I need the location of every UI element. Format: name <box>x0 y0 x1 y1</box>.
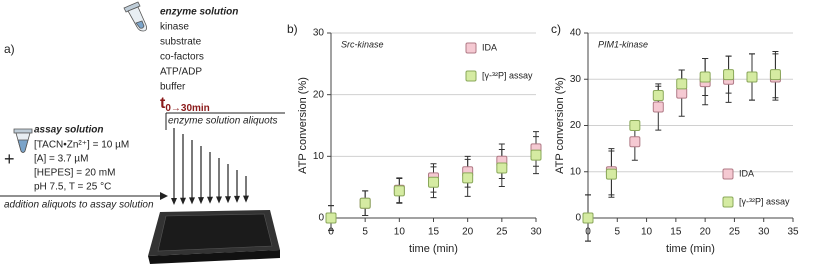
data-point <box>652 101 664 113</box>
enzyme-item: kinase <box>160 22 189 33</box>
legend-label: [γ-³²P] assay <box>739 196 790 206</box>
arrow-head <box>189 197 195 205</box>
data-point <box>496 162 508 174</box>
x-axis-label: time (min) <box>666 243 715 255</box>
panel-label: a) <box>4 42 15 56</box>
legend-swatch <box>465 42 477 54</box>
x-tick-label: 10 <box>641 227 653 238</box>
legend-swatch <box>465 70 477 82</box>
time-symbol: t <box>160 95 166 112</box>
x-tick-label: 25 <box>729 227 741 238</box>
arrow-head <box>171 198 177 205</box>
data-point <box>769 69 781 81</box>
y-tick-label: 0 <box>575 213 581 224</box>
data-point <box>723 69 735 81</box>
data-point <box>393 185 405 197</box>
enzyme-item: co-factors <box>160 52 204 63</box>
legend-label: IDA <box>482 42 497 52</box>
y-tick-label: 20 <box>313 89 325 100</box>
arrow-head <box>180 197 186 205</box>
assay-title: assay solution <box>34 125 103 136</box>
data-point <box>530 149 542 161</box>
y-tick-label: 30 <box>313 28 325 39</box>
arrow-head <box>207 196 213 204</box>
data-point <box>325 212 337 224</box>
tube-icon <box>13 128 33 153</box>
legend-label: [γ-³²P] assay <box>482 70 533 80</box>
x-tick-label: 10 <box>394 227 406 238</box>
arrow-head <box>198 197 204 205</box>
y-axis-label: ATP conversion (%) <box>297 77 309 174</box>
x-tick-label: 0 <box>328 227 334 238</box>
data-point <box>629 120 641 131</box>
assay-item: [HEPES] = 20 mM <box>34 168 115 179</box>
enzyme-title: enzyme solution <box>160 7 238 18</box>
plus-sign: + <box>4 149 15 169</box>
well-plate <box>148 210 280 264</box>
arrow-head <box>225 196 231 204</box>
x-tick-label: 25 <box>496 227 508 238</box>
enzyme-item: substrate <box>160 37 202 48</box>
x-tick-label: 30 <box>758 227 770 238</box>
y-tick-label: 0 <box>318 213 324 224</box>
arrow-head <box>160 192 168 200</box>
y-tick-label: 30 <box>570 74 582 85</box>
data-point <box>462 172 474 184</box>
y-tick-label: 10 <box>313 151 325 162</box>
aliquot-arrows <box>171 128 249 205</box>
y-tick-label: 20 <box>570 120 582 131</box>
assay-item: [A] = 3.7 µM <box>34 154 88 165</box>
data-point <box>605 168 617 180</box>
enzyme-item: ATP/ADP <box>160 67 202 78</box>
panel-label: b) <box>287 22 298 36</box>
x-tick-label: 5 <box>362 227 368 238</box>
arrow-head <box>216 196 222 204</box>
x-tick-label: 5 <box>615 227 621 238</box>
data-point <box>746 71 758 83</box>
aliquots-label: enzyme solution aliquots <box>168 116 278 127</box>
data-point <box>629 136 641 148</box>
tube-icon <box>123 1 147 32</box>
x-tick-label: 35 <box>787 227 799 238</box>
time-range: t0→30min <box>160 95 210 113</box>
legend-label: IDA <box>739 168 754 178</box>
x-tick-label: 30 <box>530 227 542 238</box>
data-point <box>428 176 439 188</box>
arrow-head <box>234 195 240 203</box>
chart-title: Src-kinase <box>341 39 384 49</box>
data-point <box>582 212 594 224</box>
panel-label: c) <box>551 22 561 36</box>
x-tick-label: 15 <box>428 227 440 238</box>
x-tick-label: 15 <box>670 227 682 238</box>
data-point <box>359 197 371 209</box>
chart-title: PIM1-kinase <box>598 39 648 49</box>
x-tick-label: 20 <box>462 227 474 238</box>
time-subscript: 0→30min <box>165 103 209 114</box>
y-axis-label: ATP conversion (%) <box>554 77 566 174</box>
y-tick-label: 40 <box>570 28 582 39</box>
data-point <box>652 89 664 101</box>
data-point <box>676 87 688 99</box>
y-tick-label: 10 <box>570 166 582 177</box>
x-axis-label: time (min) <box>409 243 458 255</box>
x-tick-label: 20 <box>700 227 712 238</box>
enzyme-item: buffer <box>160 82 186 93</box>
arrow-head <box>243 195 249 203</box>
legend-swatch <box>722 196 734 208</box>
assay-item: pH 7.5, T = 25 °C <box>34 182 111 193</box>
data-point <box>699 71 711 83</box>
data-point <box>676 78 688 90</box>
assay-item: [TACN•Zn²⁺] = 10 µM <box>34 140 129 151</box>
addition-label: addition aliquots to assay solution <box>4 200 154 211</box>
legend-swatch <box>722 168 734 180</box>
